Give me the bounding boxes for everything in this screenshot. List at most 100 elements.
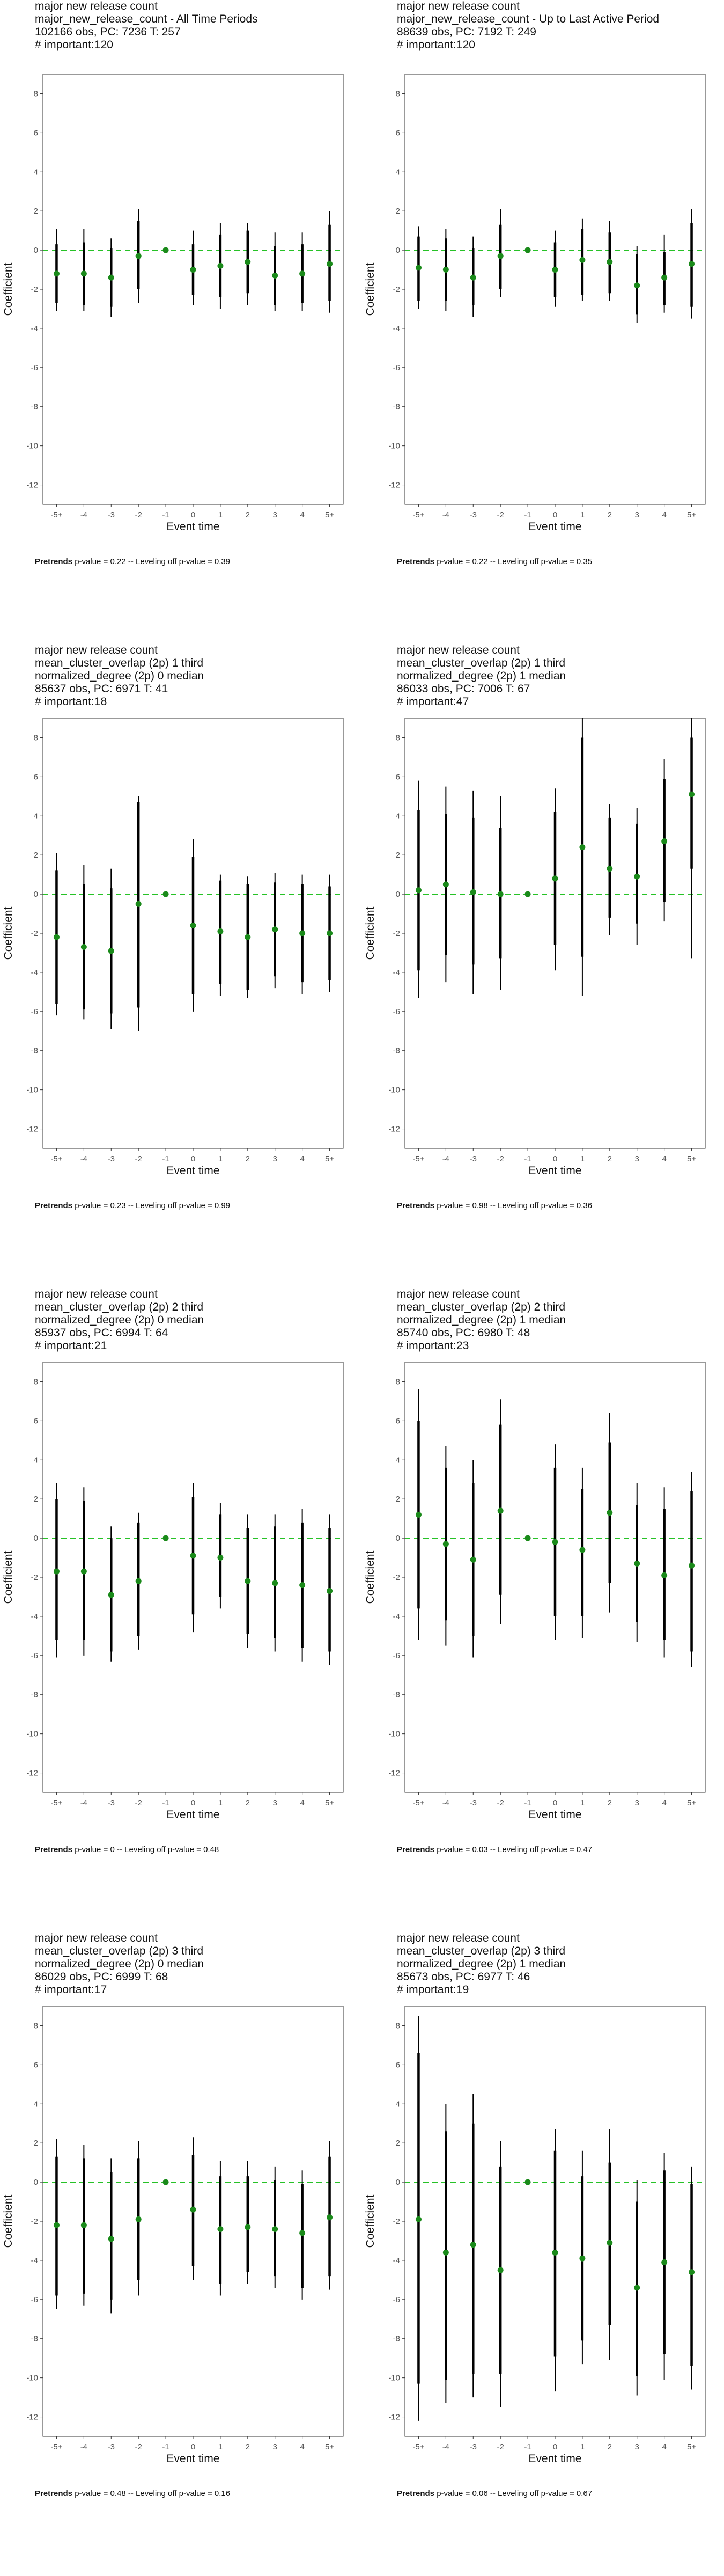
x-tick-label: -4 (80, 1798, 87, 1807)
x-axis-label: Event time (528, 1809, 581, 1821)
x-tick-label: -4 (442, 1798, 449, 1807)
pvalue-footer: Pretrends p-value = 0.03 -- Leveling off… (397, 1845, 592, 1854)
title-line: normalized_degree (2p) 1 median (397, 1958, 566, 1970)
x-tick-label: -1 (162, 510, 169, 519)
y-axis-label: Coefficient (2, 262, 14, 316)
x-tick-label: 3 (635, 1798, 639, 1807)
y-tick-label: -6 (31, 363, 38, 372)
x-tick-label: -3 (470, 510, 477, 519)
x-tick-label: -2 (135, 510, 142, 519)
coefficient-point (689, 261, 695, 267)
y-tick-label: -2 (393, 1573, 400, 1582)
x-axis-label: Event time (166, 1165, 219, 1177)
coefficient-point (272, 2226, 278, 2233)
y-tick-label: 0 (396, 1534, 400, 1543)
y-tick-label: 8 (396, 1377, 400, 1386)
y-tick-label: 8 (396, 2021, 400, 2030)
y-tick-label: 6 (34, 128, 38, 137)
title-line: major new release count (35, 1932, 158, 1944)
x-tick-label: -5+ (50, 2442, 62, 2451)
coefficient-point (217, 2226, 224, 2233)
pretrends-label: Pretrends (397, 1201, 435, 1210)
x-tick-label: -3 (470, 1154, 477, 1163)
coefficient-point (470, 274, 476, 281)
chart-title: major new release count mean_cluster_over… (397, 1288, 708, 1352)
x-tick-label: 3 (635, 2442, 639, 2451)
x-tick-label: -5+ (412, 510, 424, 519)
pretrends-label: Pretrends (35, 1845, 73, 1854)
y-tick-label: -4 (393, 1612, 400, 1621)
y-tick-label: -12 (388, 1125, 400, 1134)
title-line: 85673 obs, PC: 6977 T: 46 (397, 1971, 530, 1983)
pvalue-text: p-value = 0.23 -- Leveling off p-value =… (75, 1201, 231, 1210)
chart-panel-1: major new release count major_new_release… (0, 0, 349, 617)
title-line: 102166 obs, PC: 7236 T: 257 (35, 26, 181, 38)
y-tick-label: -10 (26, 1086, 38, 1095)
x-tick-label: -2 (135, 2442, 142, 2451)
y-tick-label: 0 (34, 246, 38, 255)
x-tick-label: 1 (580, 1798, 585, 1807)
coefficient-point (162, 247, 169, 253)
coefficient-point (108, 2236, 114, 2242)
coefficient-point (634, 1560, 640, 1567)
y-tick-label: -6 (393, 1651, 400, 1660)
y-tick-label: -6 (393, 2295, 400, 2304)
y-tick-label: -10 (388, 2374, 400, 2383)
x-tick-label: -5+ (412, 1154, 424, 1163)
x-tick-label: 1 (580, 1154, 585, 1163)
chart-panel-3: major new release count mean_cluster_over… (0, 644, 349, 1261)
x-tick-label: -5+ (50, 1154, 62, 1163)
y-tick-label: -2 (31, 2217, 38, 2226)
coefficient-point (217, 1555, 224, 1561)
y-tick-label: 0 (34, 1534, 38, 1543)
coefficient-point (442, 2249, 449, 2256)
y-tick-label: 4 (34, 1455, 38, 1465)
x-tick-label: 5+ (325, 510, 334, 519)
y-tick-label: -6 (393, 363, 400, 372)
x-tick-label: 5+ (325, 1798, 334, 1807)
y-tick-label: -8 (31, 2334, 38, 2344)
coefficient-point (135, 901, 142, 907)
x-tick-label: 0 (553, 510, 557, 519)
x-tick-label: 5+ (325, 2442, 334, 2451)
coefficient-point (552, 875, 558, 882)
pvalue-footer: Pretrends p-value = 0.48 -- Leveling off… (35, 2489, 230, 2498)
coefficient-point (661, 274, 668, 281)
y-tick-label: 0 (34, 2178, 38, 2187)
y-tick-label: 2 (396, 2139, 400, 2148)
x-tick-label: 2 (608, 1154, 612, 1163)
coefficient-point (661, 838, 668, 845)
x-tick-label: 4 (300, 510, 304, 519)
y-tick-label: -10 (388, 442, 400, 451)
x-tick-label: 4 (662, 1154, 666, 1163)
chart-panel-5: major new release count mean_cluster_over… (0, 1288, 349, 1905)
title-line: 85637 obs, PC: 6971 T: 41 (35, 683, 168, 695)
chart-panel-4: major new release count mean_cluster_over… (362, 644, 711, 1261)
chart-title: major new release count major_new_release… (35, 0, 346, 52)
pretrends-label: Pretrends (35, 2489, 73, 2498)
coefficient-point (53, 934, 60, 940)
pvalue-footer: Pretrends p-value = 0.06 -- Leveling off… (397, 2489, 592, 2498)
x-tick-label: 3 (273, 2442, 277, 2451)
x-tick-label: 5+ (687, 1798, 696, 1807)
y-tick-label: -10 (388, 1086, 400, 1095)
coefficient-point (272, 272, 278, 279)
x-tick-label: -3 (108, 510, 115, 519)
x-tick-label: -5+ (50, 1798, 62, 1807)
y-tick-label: 2 (396, 207, 400, 216)
title-line: normalized_degree (2p) 1 median (397, 1314, 566, 1326)
coefficient-point (579, 1547, 586, 1553)
x-tick-label: 0 (191, 2442, 195, 2451)
title-line: mean_cluster_overlap (2p) 3 third (397, 1945, 565, 1957)
y-tick-label: -2 (393, 285, 400, 294)
pretrends-label: Pretrends (35, 557, 73, 566)
y-tick-label: -12 (388, 2413, 400, 2422)
x-tick-label: -4 (442, 510, 449, 519)
coefficient-point (217, 262, 224, 269)
x-tick-label: 2 (608, 510, 612, 519)
x-tick-label: -2 (135, 1154, 142, 1163)
x-tick-label: 1 (218, 1154, 223, 1163)
coefficient-point (190, 922, 196, 928)
y-tick-label: 6 (396, 128, 400, 137)
